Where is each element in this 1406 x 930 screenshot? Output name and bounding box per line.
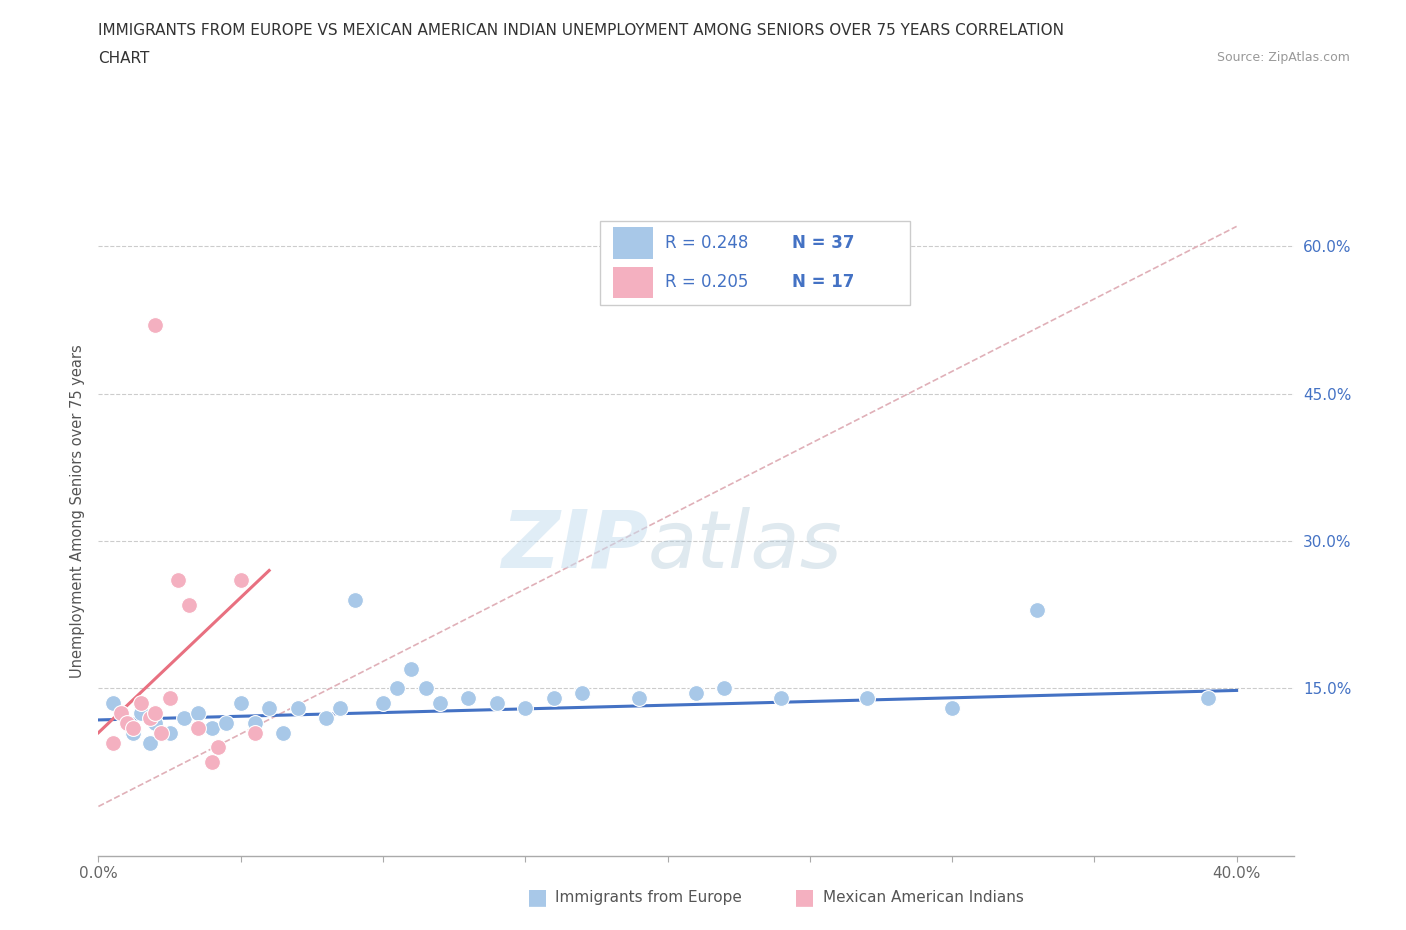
Point bbox=[273, 725, 295, 740]
Point bbox=[143, 706, 166, 721]
Text: atlas: atlas bbox=[648, 507, 844, 585]
Point bbox=[173, 711, 195, 725]
Point bbox=[515, 700, 537, 715]
Point bbox=[201, 721, 224, 736]
FancyBboxPatch shape bbox=[613, 227, 652, 259]
Point bbox=[143, 317, 166, 332]
Text: R = 0.205: R = 0.205 bbox=[665, 273, 748, 291]
Point bbox=[143, 715, 166, 730]
Text: R = 0.248: R = 0.248 bbox=[665, 234, 748, 252]
FancyBboxPatch shape bbox=[613, 267, 652, 299]
Point bbox=[101, 735, 124, 750]
Text: N = 17: N = 17 bbox=[792, 273, 855, 291]
Point bbox=[685, 686, 707, 701]
Point bbox=[187, 706, 209, 721]
Text: N = 37: N = 37 bbox=[792, 234, 855, 252]
Text: ■: ■ bbox=[794, 887, 815, 908]
Point bbox=[371, 696, 394, 711]
Y-axis label: Unemployment Among Seniors over 75 years: Unemployment Among Seniors over 75 years bbox=[69, 345, 84, 678]
Point bbox=[121, 725, 143, 740]
Text: Source: ZipAtlas.com: Source: ZipAtlas.com bbox=[1216, 51, 1350, 64]
Point bbox=[207, 740, 229, 755]
Text: Immigrants from Europe: Immigrants from Europe bbox=[555, 890, 742, 905]
Point bbox=[101, 696, 124, 711]
Text: ZIP: ZIP bbox=[501, 507, 648, 585]
Point bbox=[115, 715, 138, 730]
Point bbox=[150, 725, 173, 740]
Point bbox=[229, 696, 252, 711]
Point bbox=[457, 691, 479, 706]
Point bbox=[215, 715, 238, 730]
Point bbox=[941, 700, 963, 715]
Point bbox=[129, 696, 152, 711]
Point bbox=[257, 700, 280, 715]
Point bbox=[429, 696, 451, 711]
Point bbox=[343, 592, 366, 607]
Point bbox=[138, 735, 160, 750]
Point bbox=[415, 681, 437, 696]
Point bbox=[1026, 603, 1049, 618]
Point bbox=[179, 597, 201, 612]
Text: ■: ■ bbox=[527, 887, 548, 908]
Point bbox=[201, 755, 224, 770]
Point bbox=[628, 691, 651, 706]
Point bbox=[229, 573, 252, 588]
Point bbox=[571, 686, 593, 701]
Point bbox=[770, 691, 793, 706]
Point bbox=[121, 721, 143, 736]
Point bbox=[385, 681, 409, 696]
Point bbox=[543, 691, 565, 706]
Point bbox=[159, 691, 181, 706]
Text: Mexican American Indians: Mexican American Indians bbox=[823, 890, 1024, 905]
Point bbox=[315, 711, 337, 725]
Point bbox=[401, 661, 423, 676]
Text: CHART: CHART bbox=[98, 51, 150, 66]
Point bbox=[167, 573, 190, 588]
Point bbox=[713, 681, 735, 696]
Point bbox=[110, 706, 132, 721]
FancyBboxPatch shape bbox=[600, 221, 910, 305]
Point bbox=[485, 696, 508, 711]
Point bbox=[159, 725, 181, 740]
Point bbox=[187, 721, 209, 736]
Point bbox=[243, 715, 266, 730]
Point bbox=[115, 715, 138, 730]
Point bbox=[287, 700, 309, 715]
Point bbox=[138, 711, 160, 725]
Text: IMMIGRANTS FROM EUROPE VS MEXICAN AMERICAN INDIAN UNEMPLOYMENT AMONG SENIORS OVE: IMMIGRANTS FROM EUROPE VS MEXICAN AMERIC… bbox=[98, 23, 1064, 38]
Point bbox=[243, 725, 266, 740]
Point bbox=[329, 700, 352, 715]
Point bbox=[855, 691, 877, 706]
Point bbox=[1197, 691, 1219, 706]
Point bbox=[129, 706, 152, 721]
